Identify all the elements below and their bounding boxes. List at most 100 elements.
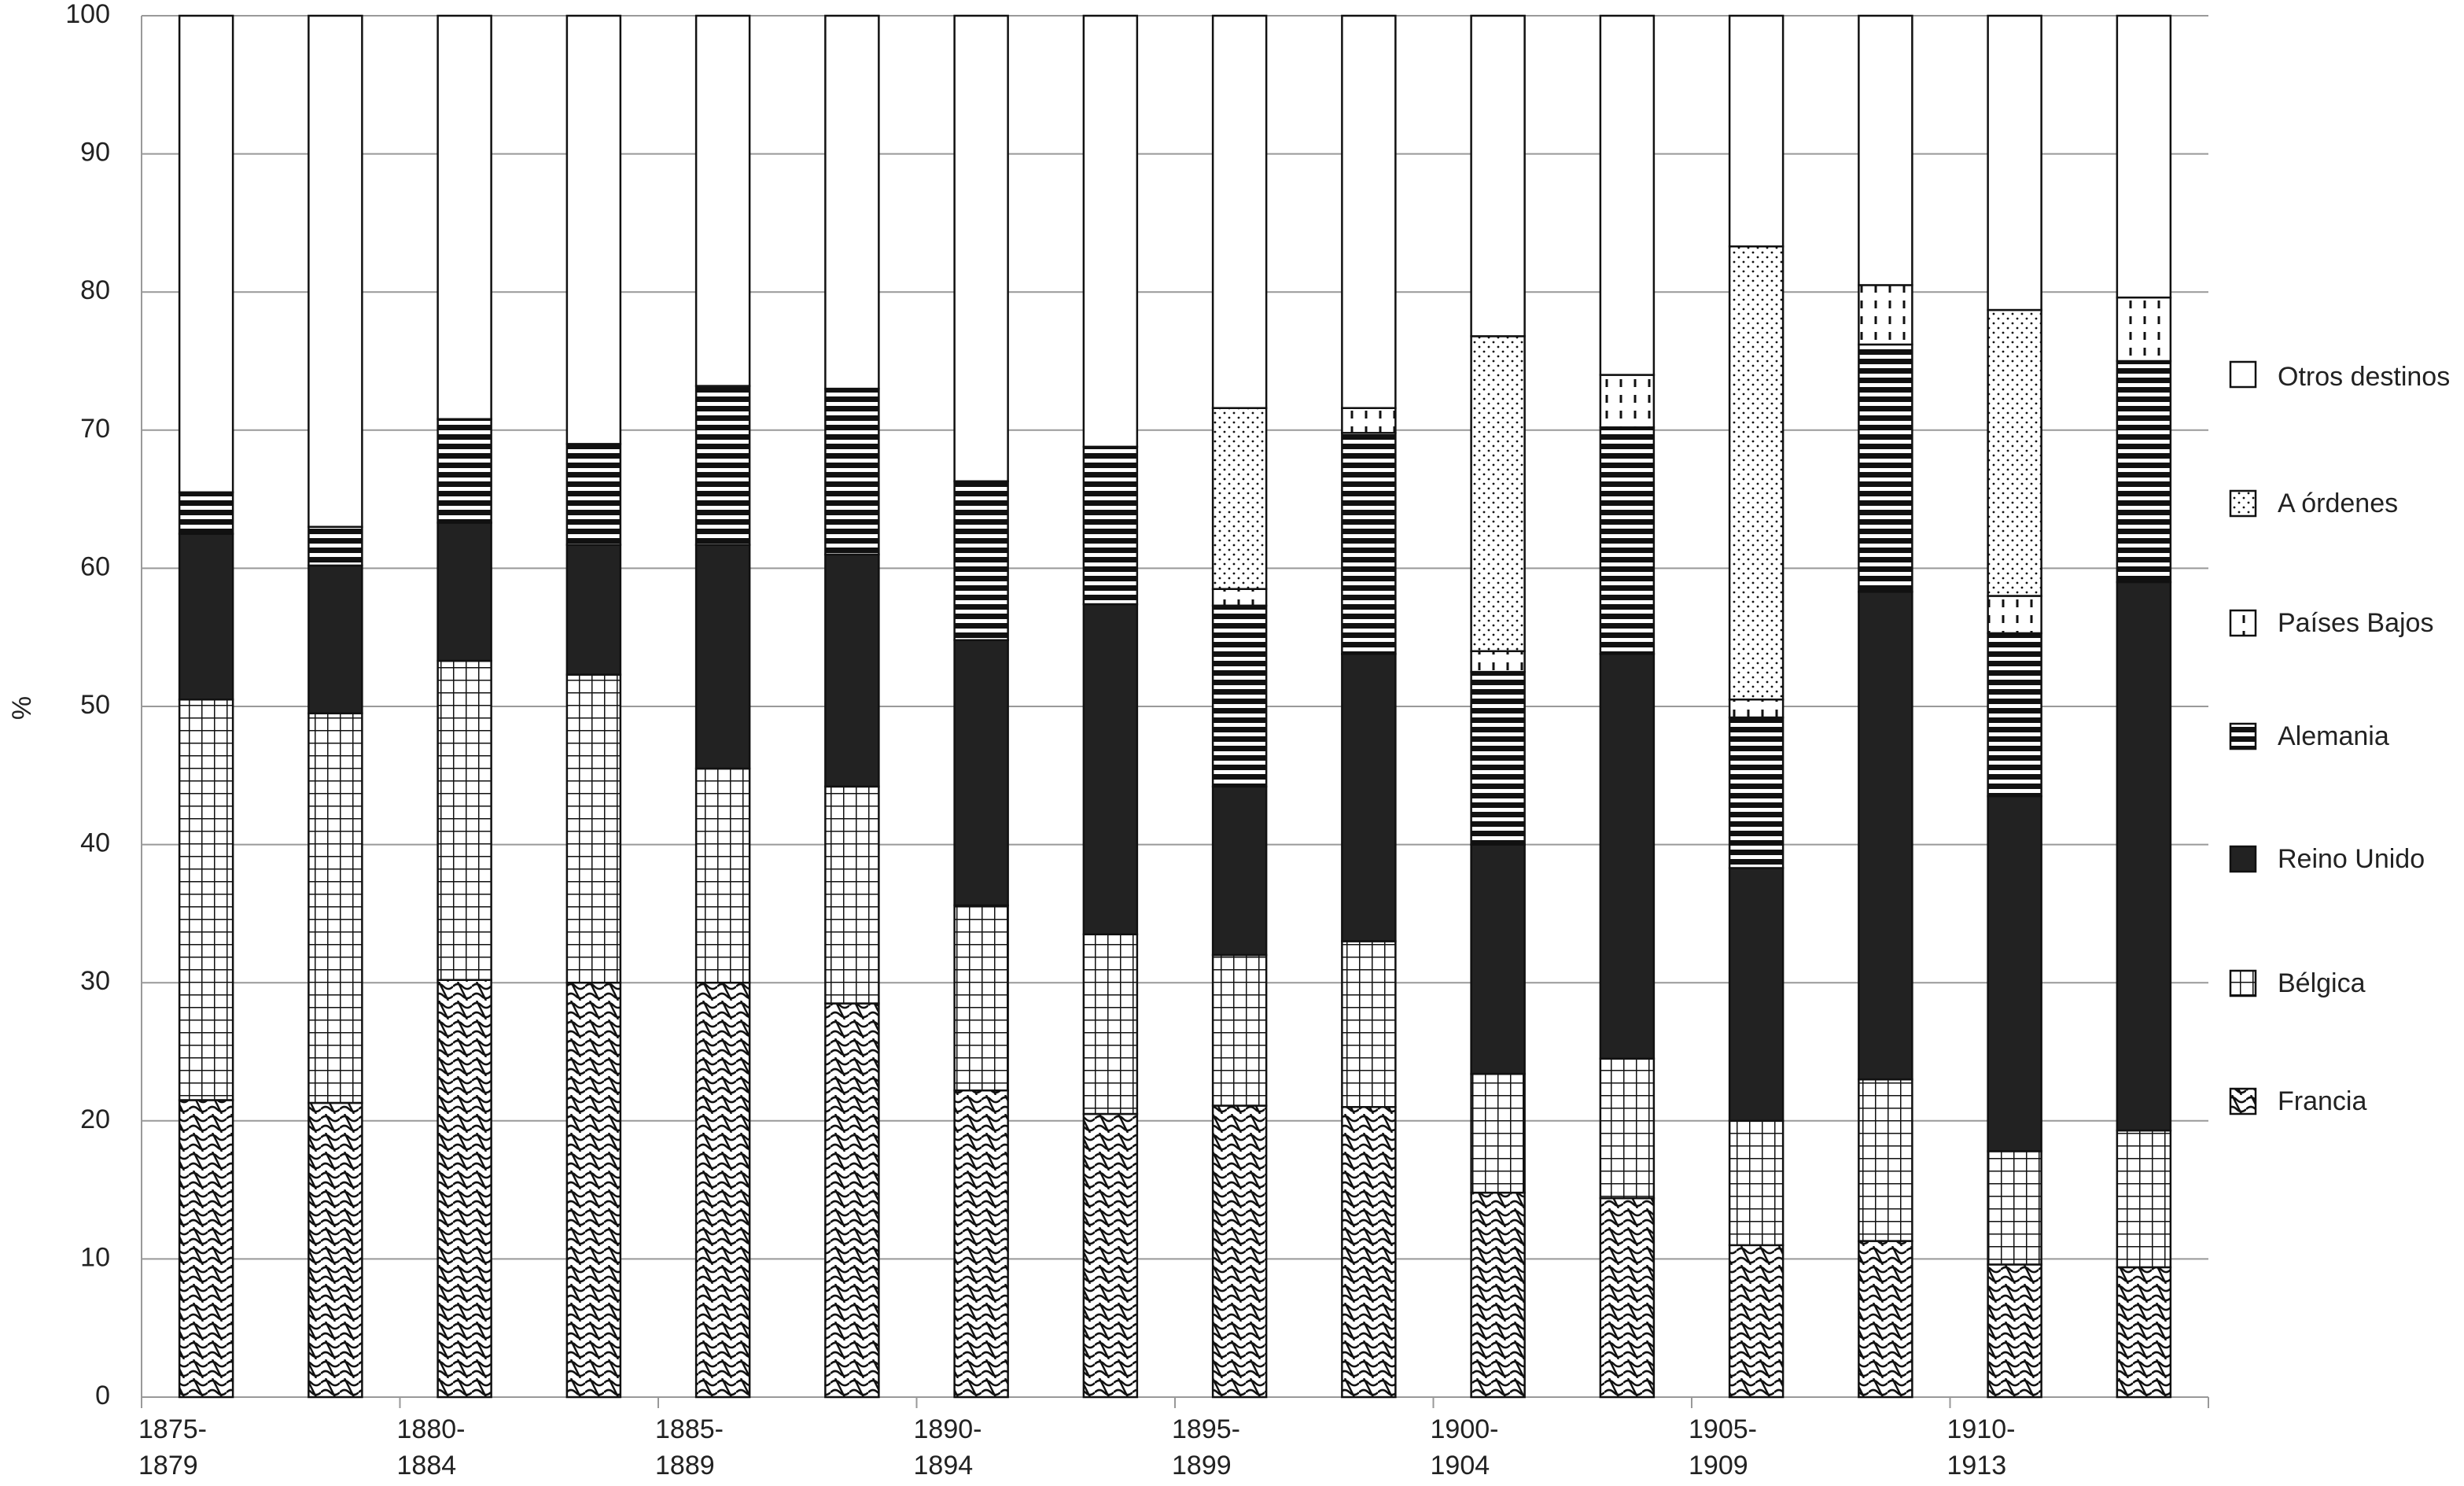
bar-segment [1728, 698, 1784, 719]
bar-segment [1858, 14, 1913, 286]
bar-segment [178, 491, 234, 535]
bar-segment [824, 553, 880, 788]
bar-segment [1987, 595, 2042, 635]
bar-segment [824, 14, 880, 390]
bar-segment [1341, 14, 1397, 409]
bar-segment [694, 981, 751, 1399]
x-tick-label: 1875- 1879 [138, 1414, 207, 1480]
bar-segment [1082, 445, 1139, 606]
x-tick-label: 1900- 1904 [1430, 1414, 1499, 1480]
legend-label: Países Bajos [2278, 608, 2434, 638]
y-tick-label: 60 [80, 551, 110, 581]
bar-segment [1211, 604, 1268, 788]
bar-segment [1470, 843, 1526, 1075]
bar-segment [2116, 360, 2172, 584]
bar-segment [1211, 407, 1268, 590]
y-tick-label: 100 [65, 0, 110, 29]
y-tick-label: 0 [95, 1381, 110, 1410]
bar-segment [178, 533, 234, 701]
bar-segment [2116, 1266, 2172, 1399]
legend-label: Francia [2278, 1086, 2367, 1116]
legend-swatch [2229, 969, 2257, 997]
legend-swatch [2229, 360, 2257, 389]
bar-segment [436, 14, 492, 421]
bar-segment [1211, 1104, 1268, 1399]
y-axis-label: % [7, 696, 37, 720]
y-tick-label: 30 [80, 966, 110, 996]
x-tick-label: 1895- 1899 [1172, 1414, 1240, 1480]
legend-swatch [2229, 722, 2257, 750]
bar-segment [1341, 653, 1397, 942]
bar-segment [308, 525, 363, 567]
bar-segment [1470, 14, 1526, 337]
legend-swatch [2229, 609, 2257, 637]
bar-segment [1470, 1072, 1526, 1194]
bar-segment [1599, 426, 1656, 655]
bar-segment [436, 522, 492, 662]
bar-segment [436, 659, 492, 981]
bar-segment [1470, 1191, 1526, 1399]
x-tick-label: 1880- 1884 [396, 1414, 466, 1480]
bar-segment [308, 564, 363, 715]
bar-segment [694, 385, 751, 546]
bar-segment [1728, 14, 1784, 248]
bar-segment [1470, 670, 1526, 846]
bar-segment [308, 14, 363, 528]
bar-segment [1858, 1240, 1913, 1399]
bar-segment [1987, 308, 2042, 597]
bar-segment [953, 904, 1009, 1092]
bar-segment [178, 14, 234, 494]
bar-segment [1211, 953, 1268, 1107]
x-tick-label: 1890- 1894 [913, 1414, 982, 1480]
y-tick-label: 70 [80, 414, 110, 444]
bar-segment [1470, 335, 1526, 653]
bar-segment [308, 712, 363, 1104]
x-tick-label: 1885- 1889 [655, 1414, 724, 1480]
bar-segment [694, 14, 751, 387]
bar-segment [1858, 284, 1913, 346]
bar-segment [178, 1099, 234, 1399]
bar-segment [1987, 795, 2042, 1152]
bar-segment [178, 698, 234, 1101]
legend-label: A órdenes [2278, 489, 2399, 518]
bar-segment [1082, 1112, 1139, 1399]
y-tick-label: 20 [80, 1104, 110, 1134]
y-tick-label: 90 [80, 138, 110, 168]
legend-swatch [2229, 489, 2257, 518]
x-tick-label: 1905- 1909 [1689, 1414, 1757, 1480]
bar-segment [1599, 653, 1656, 1060]
bar-segment [694, 767, 751, 984]
bar-segment [1211, 14, 1268, 409]
bar-segment [1341, 940, 1397, 1108]
bar-segment [824, 1002, 880, 1399]
legend-label: Reino Unido [2278, 844, 2425, 874]
bar-segment [1211, 785, 1268, 957]
bar-segment [1987, 1150, 2042, 1266]
bar-segment [2116, 1129, 2172, 1269]
bar-segment [2116, 581, 2172, 1132]
bar-segment [1341, 432, 1397, 655]
legend-label: Alemania [2278, 721, 2389, 751]
bar-segment [824, 387, 880, 556]
bar-segment [1599, 14, 1656, 376]
bar-segment [565, 14, 622, 445]
bar-segment [1858, 591, 1913, 1081]
bar-segment [1728, 1244, 1784, 1399]
bar-segment [953, 1089, 1009, 1399]
y-tick-label: 40 [80, 828, 110, 858]
bar-segment [953, 639, 1009, 907]
bar-segment [1858, 343, 1913, 593]
bar-segment [953, 14, 1009, 483]
bar-segment [1341, 407, 1397, 434]
bar-segment [1470, 650, 1526, 673]
bar-segment [824, 785, 880, 1005]
bar-segment [1082, 603, 1139, 935]
bar-segment [1858, 1078, 1913, 1242]
bar-segment [1082, 14, 1139, 448]
x-tick-label: 1910- 1913 [1947, 1414, 2016, 1480]
bar-segment [2116, 296, 2172, 363]
y-tick-label: 80 [80, 275, 110, 305]
bar-segment [1341, 1105, 1397, 1399]
